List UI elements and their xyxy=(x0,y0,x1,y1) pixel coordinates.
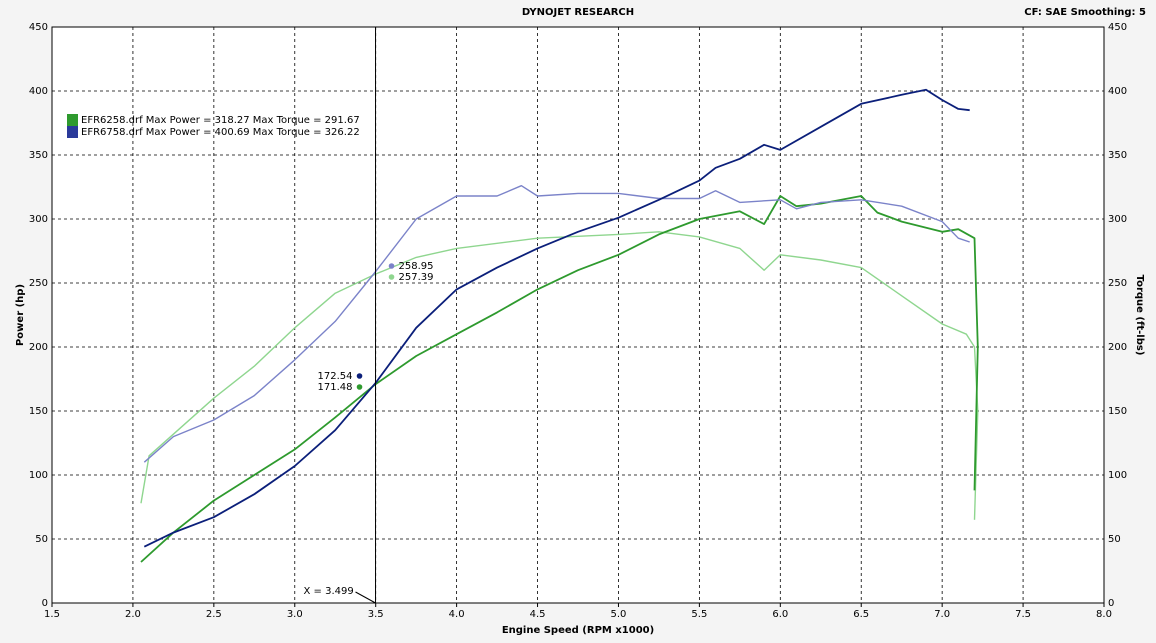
readout-label: 257.39 xyxy=(399,272,434,283)
series-line xyxy=(143,88,970,548)
readout-dot xyxy=(356,373,363,379)
readout-dot xyxy=(388,274,395,280)
y-tick-label: 400 xyxy=(29,86,48,97)
x-axis-title: Engine Speed (RPM x1000) xyxy=(502,625,654,636)
y-tick-label: 250 xyxy=(29,278,48,289)
series-line xyxy=(143,185,970,463)
x-tick-label: 2.5 xyxy=(206,609,222,620)
x-tick-label: 5.0 xyxy=(611,609,627,620)
x-tick-label: 3.0 xyxy=(287,609,303,620)
y2-axis-title: Torque (ft-lbs) xyxy=(1134,275,1145,356)
y-tick-label: 200 xyxy=(29,342,48,353)
y-tick-label: 50 xyxy=(35,534,48,545)
legend-swatch xyxy=(67,114,78,126)
readout-label: 258.95 xyxy=(399,261,434,272)
cursor-pointer xyxy=(355,591,376,604)
readout-label: 171.48 xyxy=(318,382,353,393)
x-tick-label: 7.5 xyxy=(1015,609,1031,620)
cursor-label: X = 3.499 xyxy=(304,586,354,597)
x-tick-label: 3.5 xyxy=(368,609,384,620)
y-tick-label: 300 xyxy=(29,214,48,225)
x-tick-label: 6.5 xyxy=(853,609,869,620)
readout-dot xyxy=(388,263,395,269)
x-tick-label: 6.0 xyxy=(772,609,788,620)
readout-label: 172.54 xyxy=(318,371,353,382)
y2-tick-label: 400 xyxy=(1108,86,1127,97)
series-line xyxy=(140,231,979,520)
y-tick-label: 450 xyxy=(29,22,48,33)
y2-tick-label: 450 xyxy=(1108,22,1127,33)
readout-dot xyxy=(356,384,363,390)
chart-title: DYNOJET RESEARCH xyxy=(522,7,634,18)
legend-swatch xyxy=(67,126,78,138)
x-tick-label: 2.0 xyxy=(125,609,141,620)
plot-area xyxy=(51,26,1105,604)
y2-tick-label: 250 xyxy=(1108,278,1127,289)
y2-tick-label: 300 xyxy=(1108,214,1127,225)
chart-subtitle: CF: SAE Smoothing: 5 xyxy=(1024,7,1146,18)
y2-tick-label: 0 xyxy=(1108,598,1114,609)
x-tick-label: 8.0 xyxy=(1096,609,1112,620)
x-tick-label: 4.5 xyxy=(530,609,546,620)
y-axis-title: Power (hp) xyxy=(15,284,26,346)
y2-tick-label: 350 xyxy=(1108,150,1127,161)
x-tick-label: 5.5 xyxy=(691,609,707,620)
y2-tick-label: 150 xyxy=(1108,406,1127,417)
x-tick-label: 1.5 xyxy=(44,609,60,620)
y-tick-label: 0 xyxy=(42,598,48,609)
y-tick-label: 350 xyxy=(29,150,48,161)
y-tick-label: 150 xyxy=(29,406,48,417)
series-line xyxy=(140,195,979,563)
y2-tick-label: 50 xyxy=(1108,534,1121,545)
y-tick-label: 100 xyxy=(29,470,48,481)
legend-label: EFR6258.drf Max Power = 318.27 Max Torqu… xyxy=(81,115,360,126)
y2-tick-label: 100 xyxy=(1108,470,1127,481)
legend-label: EFR6758.drf Max Power = 400.69 Max Torqu… xyxy=(81,127,360,138)
x-tick-label: 4.0 xyxy=(449,609,465,620)
y2-tick-label: 200 xyxy=(1108,342,1127,353)
x-tick-label: 7.0 xyxy=(934,609,950,620)
